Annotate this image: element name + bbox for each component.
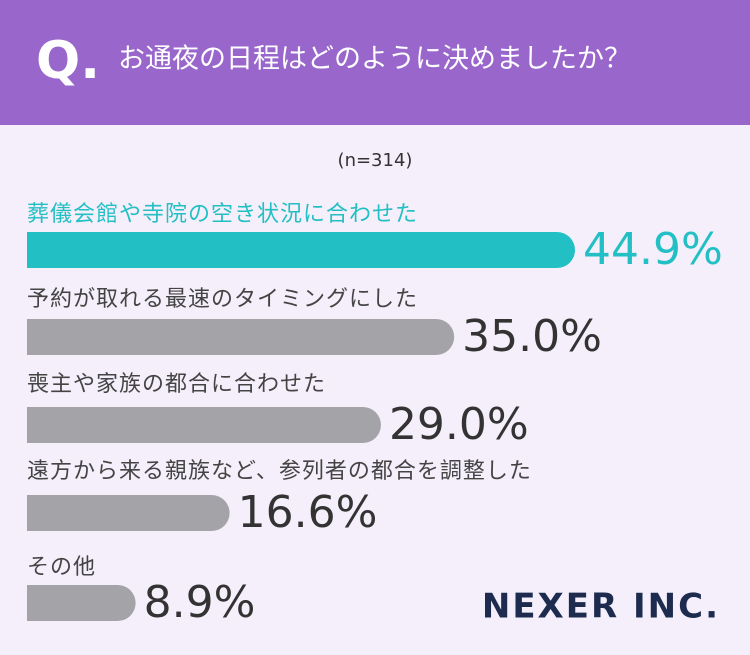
value-label: 8.9% xyxy=(144,577,256,628)
value-label: 29.0% xyxy=(389,399,529,450)
chart-title: お通夜の日程はどのように決めましたか？ xyxy=(118,44,631,75)
category-label: 葬儀会館や寺院の空き状況に合わせた xyxy=(27,202,418,227)
bar-left-edge xyxy=(27,232,45,268)
bar-left-edge xyxy=(27,585,45,621)
category-label: 喪主や家族の都合に合わせた xyxy=(27,372,326,397)
bar-left-edge xyxy=(27,495,45,531)
bar-left-edge xyxy=(27,407,45,443)
value-label: 44.9% xyxy=(583,224,723,275)
category-label: その他 xyxy=(27,555,96,580)
bar xyxy=(27,319,455,355)
bar xyxy=(27,495,230,531)
bar-left-edge xyxy=(27,319,45,355)
value-label: 35.0% xyxy=(462,311,602,362)
bar xyxy=(27,407,381,443)
bar xyxy=(27,232,575,268)
category-label: 予約が取れる最速のタイミングにした xyxy=(27,287,418,312)
bar xyxy=(27,585,136,621)
question-mark: Q. xyxy=(36,31,100,91)
value-label: 16.6% xyxy=(238,487,378,538)
header xyxy=(0,0,750,125)
logo: NEXER INC. xyxy=(482,587,720,627)
category-label: 遠方から来る親族など、参列者の都合を調整した xyxy=(27,459,532,484)
sample-note: (n=314) xyxy=(338,150,413,171)
